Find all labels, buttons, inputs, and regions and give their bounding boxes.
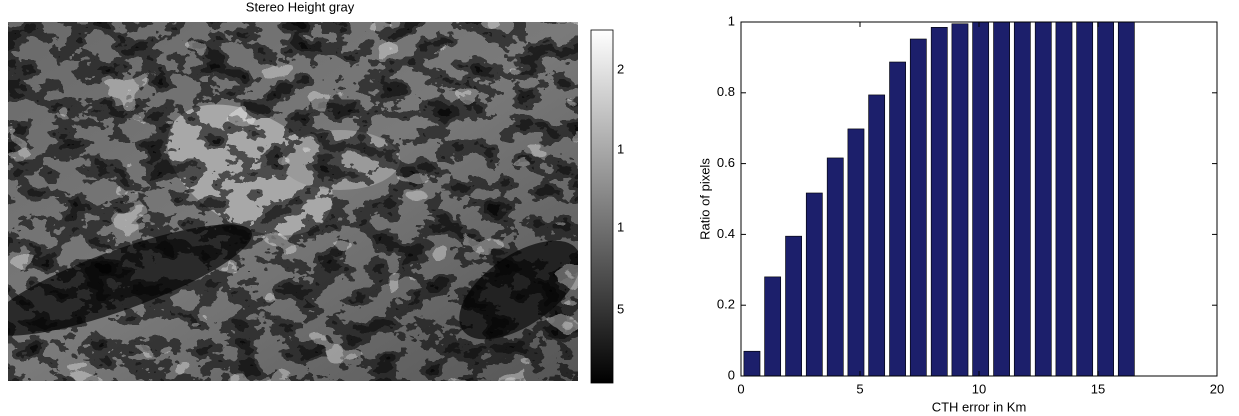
y-tick-label: 0.8 [717, 84, 735, 99]
image-title: Stereo Height gray [246, 0, 355, 14]
colorbar-label: 1 [617, 219, 624, 234]
bar [1097, 21, 1114, 377]
x-tick-label: 15 [1091, 381, 1105, 396]
colorbar-label: 2 [617, 61, 624, 76]
x-tick-label: 5 [856, 381, 863, 396]
bar [805, 192, 823, 377]
bar [889, 61, 906, 377]
bar [951, 23, 969, 377]
bar [1055, 21, 1073, 377]
image [8, 22, 578, 381]
bar [743, 350, 761, 377]
y-tick-label: 1 [728, 13, 735, 28]
bar [826, 157, 844, 377]
y-tick-label: 0.6 [717, 155, 735, 170]
y-axis-label: Ratio of pixels [697, 158, 712, 240]
x-tick-label: 20 [1210, 381, 1224, 396]
bar [930, 27, 948, 377]
x-tick-label: 10 [972, 381, 986, 396]
bar [868, 94, 886, 377]
x-axis-label: CTH error in Km [932, 399, 1027, 414]
bar [909, 38, 927, 377]
bar [993, 21, 1010, 377]
bar [1076, 21, 1094, 377]
y-tick-label: 0.4 [717, 226, 735, 241]
bar [764, 276, 782, 377]
bar [1117, 21, 1135, 377]
bar [1013, 21, 1031, 377]
bar [785, 235, 802, 377]
bar [972, 21, 990, 377]
y-tick-label: 0 [728, 367, 735, 382]
colorbar [590, 29, 614, 384]
bar [847, 128, 865, 377]
x-tick-label: 0 [737, 381, 744, 396]
colorbar-label: 1 [617, 141, 624, 156]
colorbar-label: 5 [617, 301, 624, 316]
y-tick-label: 0.2 [717, 297, 735, 312]
bar [1034, 21, 1052, 377]
